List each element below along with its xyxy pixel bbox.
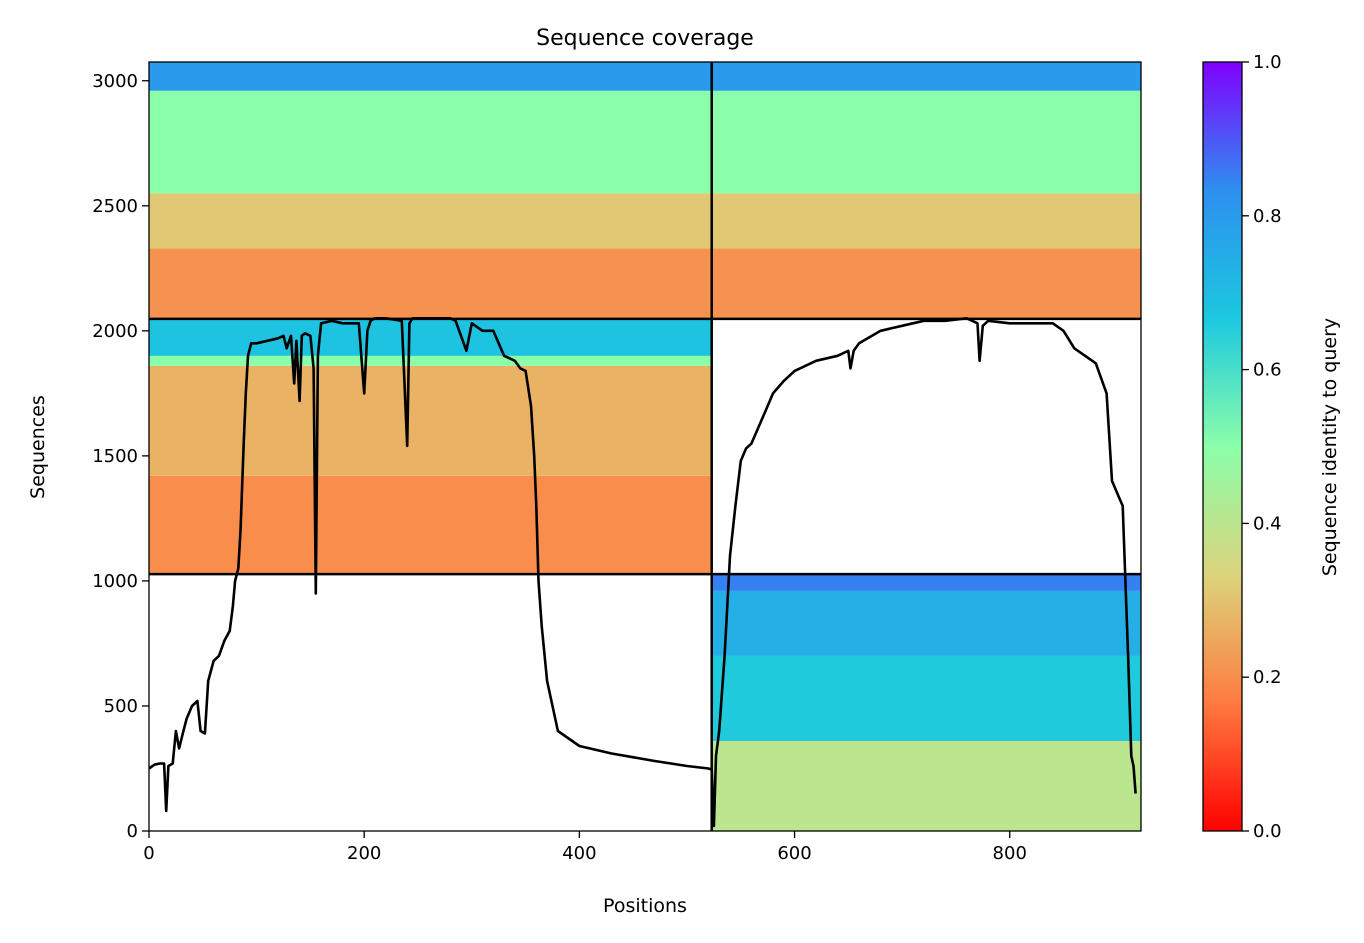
x-tick-label-400: 400 (562, 843, 596, 864)
colorbar-tick-label-0: 0.0 (1253, 821, 1282, 842)
y-tick-label-0: 0 (127, 821, 138, 842)
colorbar-label: Sequence identity to query (1319, 318, 1341, 576)
identity-band-4-3 (711, 90, 1141, 194)
colorbar-tick-label-1: 0.2 (1253, 667, 1282, 688)
identity-band-1-4 (711, 574, 1141, 591)
x-axis-label: Positions (603, 895, 687, 917)
identity-band-1-2 (711, 655, 1141, 741)
coverage-block-1 (711, 574, 1141, 831)
identity-band-2-4 (149, 318, 712, 356)
colorbar-gradient-bar (1202, 61, 1243, 832)
colorbar: 0.0 0.2 0.4 0.6 0.8 1.0 (1202, 52, 1282, 842)
identity-band-3-4 (149, 62, 712, 91)
identity-band-1-3 (711, 590, 1141, 656)
identity-band-2-1 (149, 475, 712, 575)
identity-band-4-2 (711, 193, 1141, 249)
y-tick-label-2500: 2500 (92, 196, 138, 217)
identity-band-2-3 (149, 355, 712, 366)
identity-band-3-3 (149, 90, 712, 194)
x-tick-label-0: 0 (143, 843, 154, 864)
identity-band-3-2 (149, 193, 712, 249)
identity-band-4-1 (711, 248, 1141, 319)
y-tick-label-1500: 1500 (92, 446, 138, 467)
coverage-block-4 (711, 62, 1141, 319)
identity-band-4-4 (711, 62, 1141, 91)
plot-frame (148, 61, 1142, 832)
axes: 0 200 400 600 800 0 500 1000 1500 2000 2500 3000 (92, 61, 1142, 864)
y-tick-label-2000: 2000 (92, 321, 138, 342)
y-tick-label-500: 500 (104, 696, 138, 717)
coverage-block-2 (149, 318, 712, 575)
y-tick-label-1000: 1000 (92, 571, 138, 592)
y-tick-label-3000: 3000 (92, 71, 138, 92)
coverage-line (149, 316, 1137, 828)
x-tick-label-600: 600 (777, 843, 811, 864)
identity-band-2-2 (149, 365, 712, 476)
x-tick-label-800: 800 (993, 843, 1027, 864)
colorbar-tick-label-3: 0.6 (1253, 360, 1282, 381)
identity-band-1-1 (711, 740, 1141, 831)
chart-title: Sequence coverage (536, 26, 754, 51)
x-tick-label-200: 200 (347, 843, 381, 864)
colorbar-tick-label-5: 1.0 (1253, 52, 1282, 73)
plot-area (149, 62, 1141, 831)
y-axis-label: Sequences (27, 395, 49, 499)
colorbar-tick-label-4: 0.8 (1253, 206, 1282, 227)
coverage-block-3 (149, 62, 712, 319)
colorbar-tick-label-2: 0.4 (1253, 513, 1282, 534)
identity-band-3-1 (149, 248, 712, 319)
